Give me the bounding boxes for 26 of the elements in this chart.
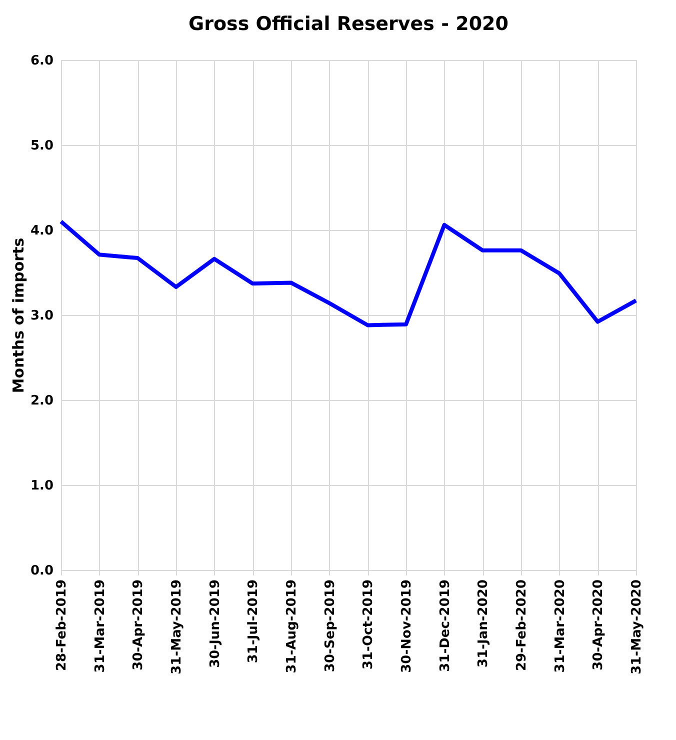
x-tick-label: 31-May-2020 <box>630 580 644 674</box>
x-tick-label: 31-May-2019 <box>170 580 184 674</box>
x-tick-label: 31-Aug-2019 <box>284 580 300 674</box>
y-tick-label: 1.0 <box>30 478 54 494</box>
y-tick-label: 3.0 <box>30 308 54 324</box>
x-tick-label: 30-Sep-2019 <box>322 580 338 672</box>
x-tick-label: 30-Jun-2019 <box>208 580 223 668</box>
chart-title: Gross Official Reserves - 2020 <box>188 13 508 35</box>
line-series <box>59 220 638 328</box>
x-tick-label: 30-Apr-2019 <box>131 580 146 670</box>
x-tick-label: 31-Mar-2020 <box>552 580 568 673</box>
x-tick-label: 31-Jan-2020 <box>476 580 492 668</box>
x-tick-label: 31-Mar-2019 <box>92 580 108 673</box>
x-tick-label: 31-Dec-2019 <box>438 580 453 672</box>
y-axis-title: Months of imports <box>9 238 28 394</box>
x-tick-label: 31-Jul-2019 <box>246 580 262 664</box>
y-tick-label: 2.0 <box>30 394 54 408</box>
y-tick-label: 5.0 <box>30 138 54 154</box>
x-tick-label: 30-Nov-2019 <box>400 580 414 673</box>
y-tick-label: 6.0 <box>30 54 54 68</box>
x-tick-label: 30-Apr-2020 <box>591 580 606 670</box>
x-tick-label: 29-Feb-2020 <box>514 580 530 672</box>
x-tick-label: 31-Oct-2019 <box>361 580 376 670</box>
x-tick-label: 28-Feb-2019 <box>54 580 70 672</box>
y-tick-label: 0.0 <box>30 564 54 578</box>
y-tick-label: 4.0 <box>30 224 54 238</box>
